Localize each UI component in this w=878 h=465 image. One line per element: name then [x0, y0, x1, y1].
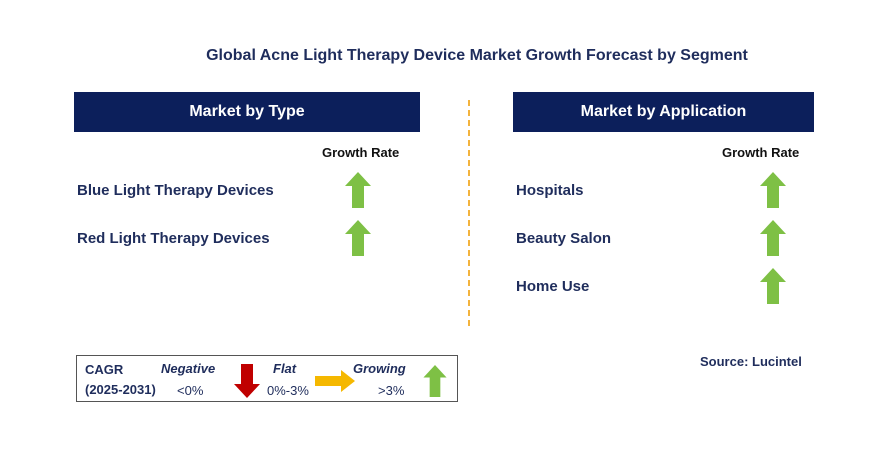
- type-item-blue-light: Blue Light Therapy Devices: [77, 182, 274, 199]
- legend-period: (2025-2031): [85, 382, 156, 397]
- cagr-legend: CAGR (2025-2031) Negative <0% Flat 0%-3%…: [76, 355, 458, 402]
- chart-title: Global Acne Light Therapy Device Market …: [206, 47, 748, 64]
- growing-arrow-icon: [345, 220, 371, 256]
- type-item-red-light: Red Light Therapy Devices: [77, 230, 270, 247]
- application-growth-rate-label: Growth Rate: [722, 145, 800, 160]
- type-growth-rate-label: Growth Rate: [322, 145, 400, 160]
- legend-cagr-label: CAGR: [85, 362, 124, 377]
- legend-flat-range: 0%-3%: [267, 383, 309, 398]
- application-item-home-use: Home Use: [516, 278, 590, 295]
- panel-divider: [468, 100, 470, 326]
- growing-arrow-icon: [760, 220, 786, 256]
- flat-arrow-icon: [315, 370, 355, 392]
- growing-arrow-icon: [345, 172, 371, 208]
- legend-negative-range: <0%: [177, 383, 204, 398]
- legend-flat-label: Flat: [273, 361, 297, 376]
- legend-growing-range: >3%: [378, 383, 405, 398]
- source-note: Source: Lucintel: [700, 354, 802, 369]
- application-item-hospitals: Hospitals: [516, 182, 584, 199]
- legend-growing-label: Growing: [353, 361, 406, 376]
- application-item-beauty-salon: Beauty Salon: [516, 230, 612, 247]
- legend-negative-label: Negative: [161, 361, 216, 376]
- negative-arrow-icon: [234, 364, 260, 398]
- growing-arrow-icon: [760, 268, 786, 304]
- application-panel-header: Market by Application: [513, 92, 814, 132]
- growing-arrow-icon: [760, 172, 786, 208]
- growing-arrow-icon: [423, 365, 447, 397]
- type-panel-header: Market by Type: [74, 92, 420, 132]
